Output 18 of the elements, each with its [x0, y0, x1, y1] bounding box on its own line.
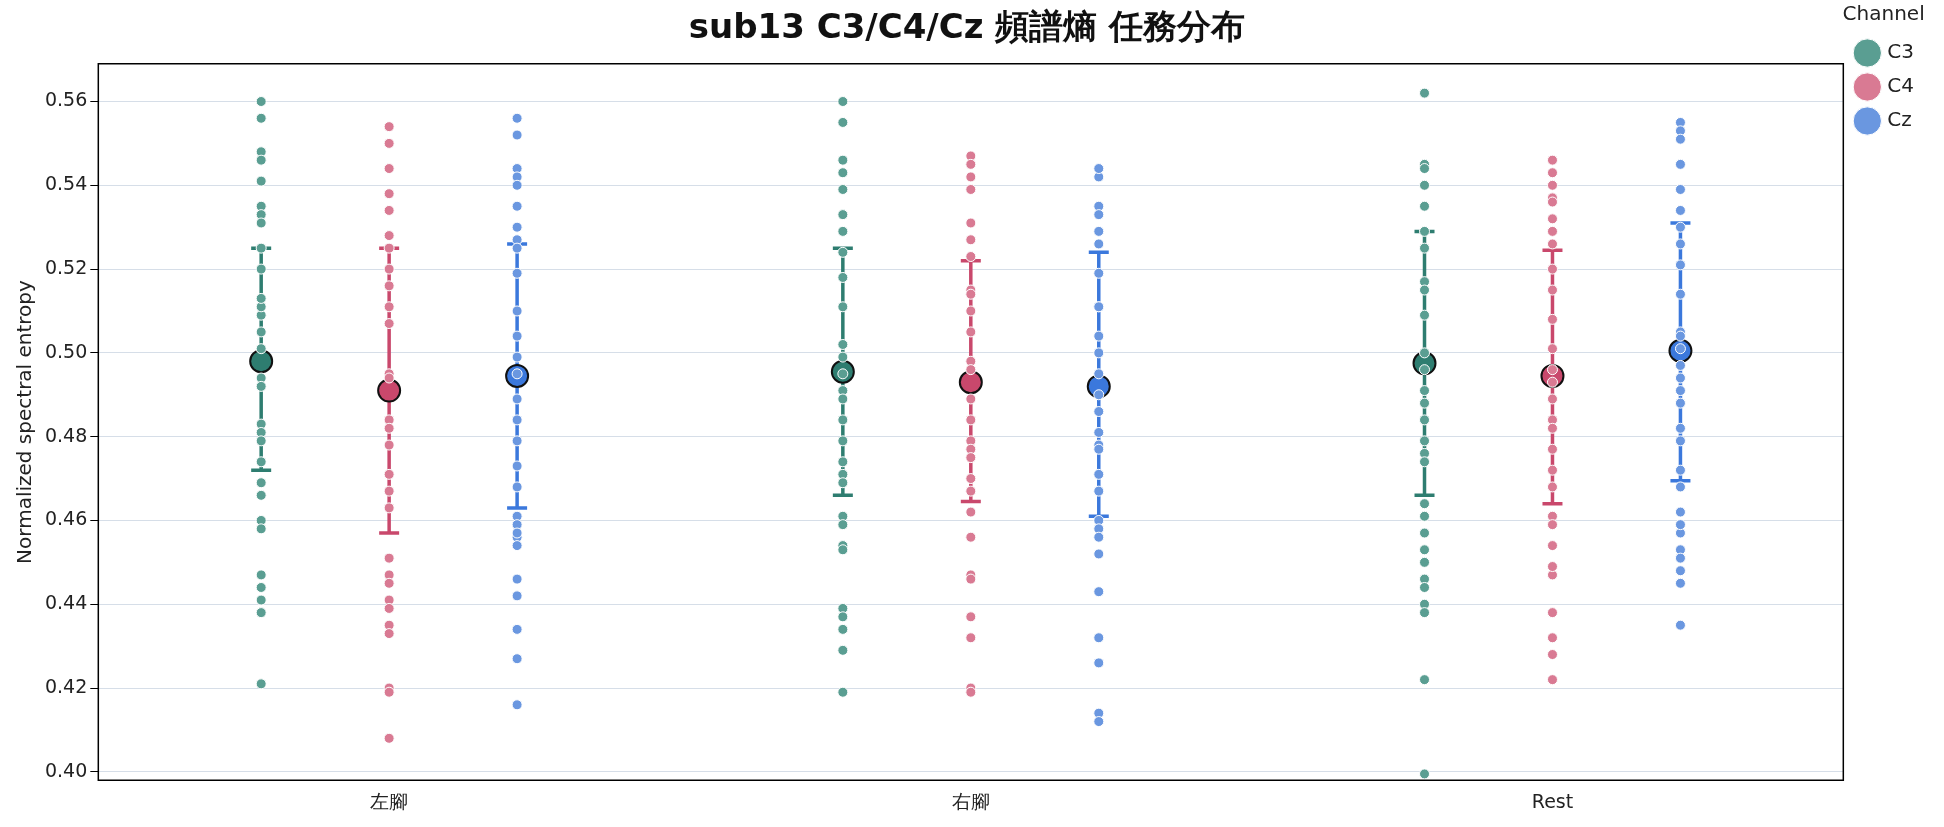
- y-tick-label: 0.52: [44, 256, 88, 279]
- legend-label: C4: [1887, 73, 1915, 98]
- y-tick-label: 0.46: [44, 507, 88, 530]
- y-tick-label: 0.56: [44, 88, 88, 111]
- x-tick-label: Rest: [1531, 789, 1574, 812]
- x-tick-label: 左腳: [370, 789, 409, 812]
- legend-title: Channel: [1842, 1, 1925, 26]
- y-tick-label: 0.40: [44, 758, 88, 781]
- chart-title: sub13 C3/C4/Cz 頻譜熵 任務分布: [688, 6, 1246, 47]
- y-tick-label: 0.44: [44, 591, 88, 614]
- y-axis-title: Normalized spectral entropy: [12, 279, 37, 564]
- legend-label: Cz: [1887, 107, 1912, 132]
- legend-label: C3: [1887, 39, 1915, 64]
- y-tick-label: 0.42: [44, 674, 88, 697]
- y-tick-label: 0.54: [44, 172, 88, 195]
- y-tick-label: 0.48: [44, 423, 88, 446]
- y-tick-label: 0.50: [44, 339, 88, 362]
- x-tick-label: 右腳: [951, 789, 990, 812]
